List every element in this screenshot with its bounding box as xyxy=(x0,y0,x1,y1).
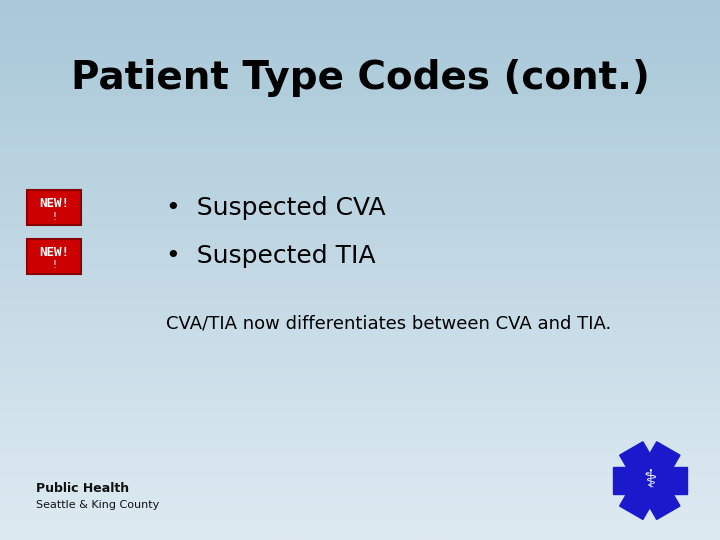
Text: Public Health: Public Health xyxy=(36,482,129,495)
FancyBboxPatch shape xyxy=(27,239,81,274)
Text: NEW!: NEW! xyxy=(39,246,69,259)
Polygon shape xyxy=(613,467,687,494)
Polygon shape xyxy=(620,442,680,519)
Text: Patient Type Codes (cont.): Patient Type Codes (cont.) xyxy=(71,59,649,97)
Text: ⚕: ⚕ xyxy=(643,469,657,492)
Text: !: ! xyxy=(51,260,57,270)
FancyBboxPatch shape xyxy=(27,191,81,226)
Text: •  Suspected TIA: • Suspected TIA xyxy=(166,245,375,268)
Text: CVA/TIA now differentiates between CVA and TIA.: CVA/TIA now differentiates between CVA a… xyxy=(166,315,611,333)
Text: !: ! xyxy=(51,212,57,221)
Text: NEW!: NEW! xyxy=(39,197,69,210)
Polygon shape xyxy=(620,442,680,519)
Text: •  Suspected CVA: • Suspected CVA xyxy=(166,196,385,220)
Text: Seattle & King County: Seattle & King County xyxy=(36,500,159,510)
